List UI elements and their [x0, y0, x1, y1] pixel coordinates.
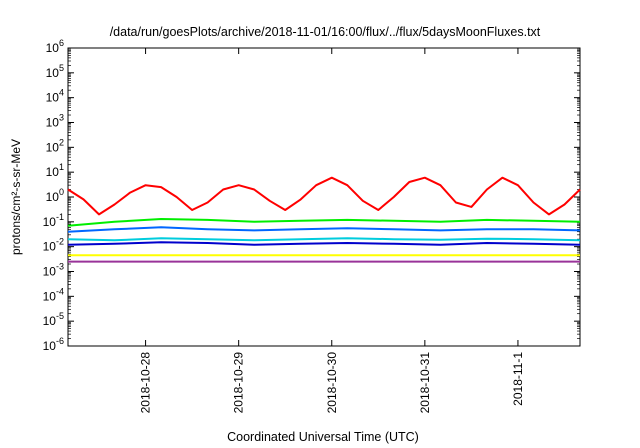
y-tick-label: 101: [46, 162, 64, 179]
series-line-3: [67, 237, 581, 242]
y-tick-label: 10-2: [43, 237, 64, 254]
y-tick-label: 103: [46, 113, 64, 130]
x-axis-label: Coordinated Universal Time (UTC): [227, 430, 419, 444]
y-tick-label: 104: [46, 88, 64, 105]
y-tick-label: 10-1: [43, 212, 64, 229]
chart-title: /data/run/goesPlots/archive/2018-11-01/1…: [110, 25, 541, 39]
series-line-5: [67, 241, 581, 246]
x-tick-label: 2018-10-28: [139, 352, 153, 414]
y-tick-label: 100: [46, 187, 64, 204]
y-axis-label: protons/cm²-s-sr-MeV: [9, 139, 23, 255]
plot-area: [67, 47, 581, 347]
y-tick-label: 10-4: [43, 286, 64, 303]
x-tick-label: 2018-11-1: [511, 352, 525, 406]
x-tick-label: 2018-10-31: [418, 352, 432, 414]
x-axis-ticks: 2018-10-28 2018-10-29 2018-10-30 2018-10-31…: [139, 48, 525, 413]
y-tick-label: 102: [46, 137, 64, 154]
x-tick-label: 2018-10-30: [325, 352, 339, 414]
y-tick-label: 10-3: [43, 262, 64, 279]
y-tick-label: 106: [46, 38, 64, 55]
x-tick-label: 2018-10-29: [232, 352, 246, 414]
y-axis-ticks: 10-6 10-5 10-4 10-3 10-2 10-1 100 101 102 103 104 1…: [43, 38, 580, 353]
series-lines: [67, 176, 581, 263]
series-line-4: [67, 226, 581, 233]
y-tick-label: 105: [46, 63, 64, 80]
series-line-1: [67, 176, 581, 216]
series-line-2: [67, 218, 581, 227]
y-tick-label: 10-5: [43, 311, 64, 328]
y-tick-label: 10-6: [43, 336, 64, 353]
